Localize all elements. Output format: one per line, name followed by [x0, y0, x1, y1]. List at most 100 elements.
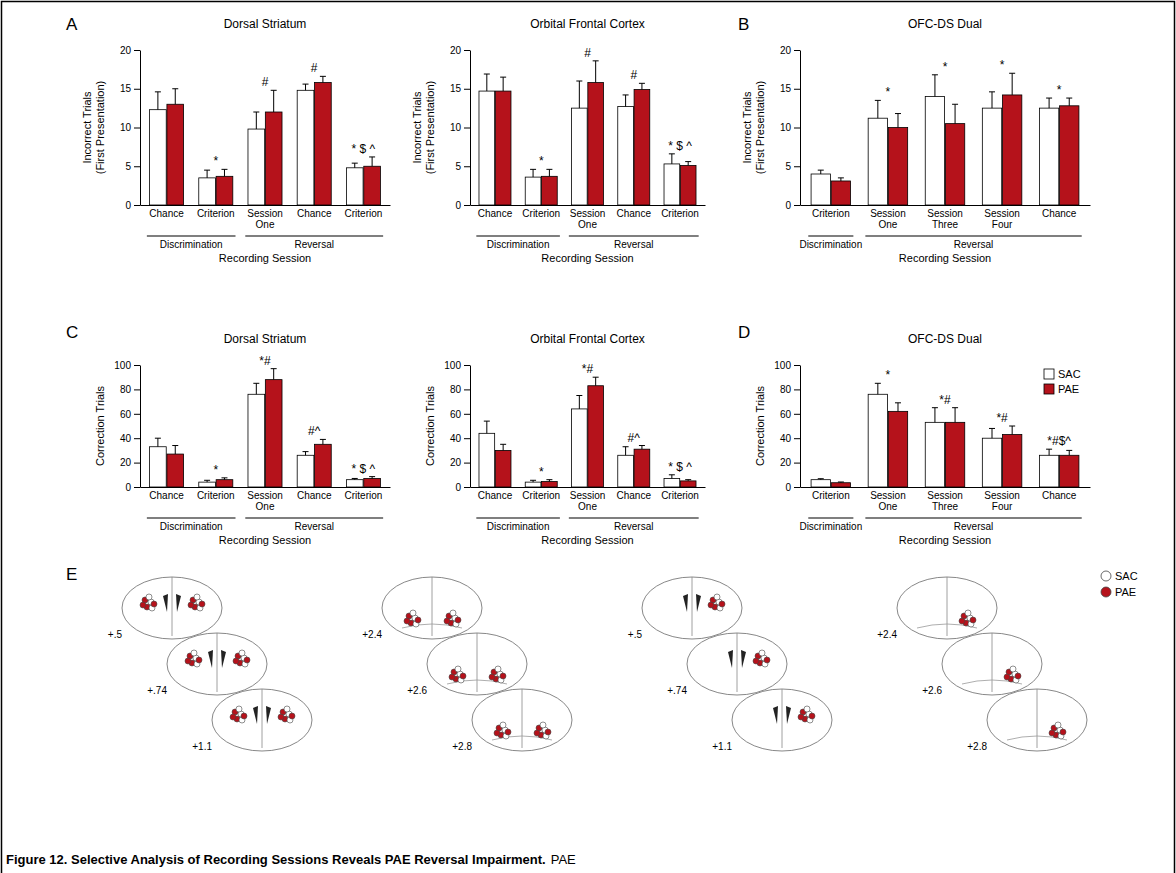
y-tick: 80 — [450, 384, 470, 395]
section-outline — [732, 689, 832, 751]
x-tick-label: Criterion — [522, 490, 560, 501]
bar — [618, 107, 634, 205]
ventricle — [253, 706, 258, 724]
electrode-placement — [185, 658, 191, 664]
ventricle — [176, 594, 181, 612]
error-bar-cap — [875, 100, 881, 101]
error-bar-stem — [1012, 73, 1013, 95]
bar — [495, 91, 511, 205]
electrode-placement — [241, 713, 247, 719]
y-tick: 20 — [120, 45, 140, 56]
chart-title: Orbital Frontal Cortex — [530, 332, 645, 346]
y-axis-title: Correction Trials — [754, 385, 766, 466]
y-axis-title: Incorrect Trials — [741, 91, 753, 164]
electrode-placement — [140, 602, 146, 608]
x-tick: Chance — [297, 205, 332, 219]
y-tick-mark — [794, 205, 800, 206]
group-label: Reversal — [614, 239, 653, 250]
error-bar-stem — [877, 100, 878, 118]
error-bar-stem — [157, 438, 158, 447]
group-bracket — [865, 517, 1081, 518]
bar — [680, 165, 696, 205]
significance-label: *#$^ — [1047, 434, 1071, 448]
legend-label: PAE — [1115, 586, 1136, 598]
error-bar-cap — [155, 438, 161, 439]
error-bar-cap — [818, 170, 824, 171]
figure-frame — [2, 2, 1175, 873]
error-bar-cap — [303, 84, 309, 85]
error-bar — [320, 76, 326, 82]
group-label: Reversal — [294, 521, 333, 532]
error-bar — [639, 83, 645, 89]
error-bar-stem — [354, 163, 355, 168]
error-bar-cap — [253, 112, 259, 113]
section-coordinate: +1.1 — [712, 741, 732, 752]
error-bar — [818, 170, 824, 174]
y-tick-label: 60 — [450, 409, 462, 420]
ventricle — [683, 594, 688, 612]
section-coordinate: +.74 — [667, 685, 687, 696]
x-axis-line — [141, 487, 391, 488]
bar — [216, 176, 233, 205]
error-bar-cap — [952, 104, 958, 105]
x-axis-line — [471, 205, 706, 206]
bar — [811, 480, 830, 487]
x-axis: ChanceCriterionSessionOneChanceCriterion — [471, 205, 706, 230]
error-bar-cap — [875, 383, 881, 384]
error-bar — [623, 447, 629, 456]
group-bracket — [808, 235, 853, 236]
error-bar-cap — [989, 428, 995, 429]
error-bar — [155, 92, 161, 110]
y-tick-mark — [134, 487, 140, 488]
electrode-placement — [719, 601, 725, 607]
error-bar — [838, 481, 844, 483]
section-coordinate: +.5 — [108, 629, 123, 640]
error-bar-stem — [224, 169, 225, 176]
error-bar-cap — [1066, 98, 1072, 99]
y-tick-mark — [794, 89, 800, 90]
significance-label: * $ ^ — [352, 142, 376, 156]
y-tick-mark — [464, 89, 470, 90]
y-axis-title: Incorrect Trials — [411, 91, 423, 164]
section-outline — [122, 577, 222, 639]
section-midline — [782, 689, 783, 748]
section-coordinate: +1.1 — [192, 741, 212, 752]
x-tick-label: Chance — [617, 208, 652, 219]
section-outline — [427, 633, 527, 695]
x-tick-label: SessionOne — [247, 490, 283, 512]
x-tick: SessionOne — [870, 487, 906, 512]
section-outline — [212, 689, 312, 751]
error-bar — [530, 169, 536, 177]
y-tick: 0 — [785, 482, 800, 493]
y-tick-mark — [134, 438, 140, 439]
x-axis-title: Recording Session — [219, 534, 311, 546]
ventricle — [696, 594, 701, 612]
x-axis-title: Recording Session — [899, 252, 991, 264]
bar — [571, 108, 587, 205]
bar — [542, 482, 558, 487]
electrode-placement — [151, 601, 157, 607]
x-tick: Chance — [478, 487, 513, 501]
section-outline — [472, 689, 572, 751]
x-tick: SessionThree — [927, 205, 963, 230]
y-tick: 40 — [450, 433, 470, 444]
bar — [831, 181, 850, 205]
y-tick: 40 — [120, 433, 140, 444]
electrode-placement — [494, 730, 500, 736]
x-axis-line — [801, 205, 1091, 206]
x-tick-label: Chance — [1042, 208, 1077, 219]
electrode-placement — [196, 657, 202, 663]
error-bar — [500, 77, 506, 91]
electrode-placement — [1015, 673, 1021, 679]
bar — [925, 97, 944, 206]
error-bar — [155, 438, 161, 447]
error-bar-cap — [932, 407, 938, 408]
electrode-placement — [460, 673, 466, 679]
significance-label: # — [311, 61, 318, 75]
y-tick-mark — [794, 463, 800, 464]
error-bar-stem — [486, 74, 487, 91]
bar — [265, 112, 282, 205]
y-tick-mark — [134, 365, 140, 366]
tick-label-line: One — [878, 501, 897, 512]
group-label: Discrimination — [160, 239, 223, 250]
